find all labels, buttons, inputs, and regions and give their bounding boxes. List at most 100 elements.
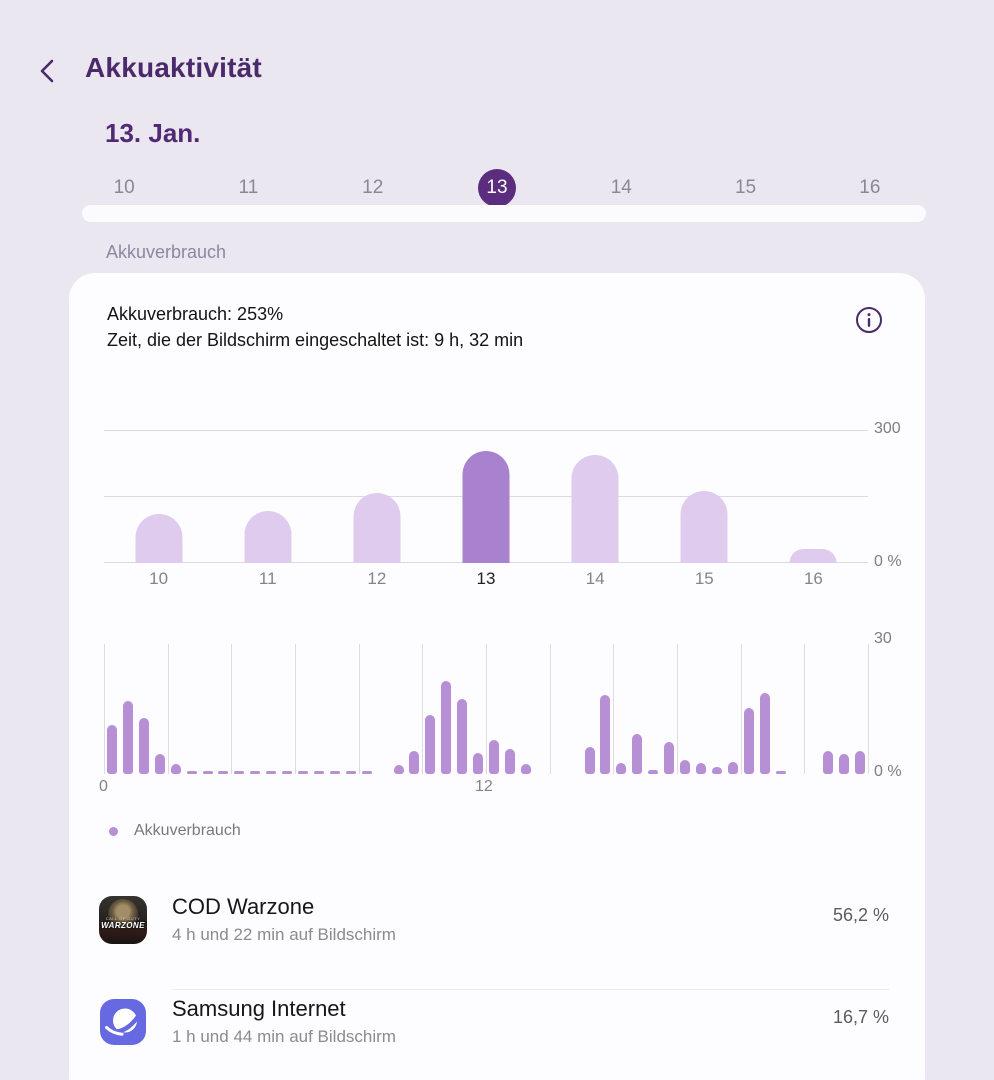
day-option-15[interactable]: 15 [734,177,757,198]
section-label: Akkuverbrauch [106,242,227,262]
day-cell: 14 [559,168,683,208]
hour-gridline-0 [104,644,105,774]
legend-label: Akkuverbrauch [134,822,241,839]
hour-bar [520,764,531,774]
hour-bar [759,693,770,774]
hour-bar [122,701,133,774]
app-screen-time: 1 h und 44 min auf Bildschirm [172,1027,396,1046]
hour-bar [282,771,292,774]
daily-xtick-11: 11 [258,569,277,588]
daily-bar-slot [104,430,213,563]
daily-bar-15[interactable] [680,491,728,563]
battery-usage-card: Akkuverbrauch: 253% Zeit, die der Bildsc… [69,273,925,1080]
selected-date-label: 13. Jan. [105,118,201,148]
day-option-14[interactable]: 14 [610,177,632,198]
chart-legend: Akkuverbrauch [109,822,241,840]
hour-bar [202,771,213,774]
hour-bar [584,747,595,774]
hour-bar [361,771,372,774]
app-header: Akkuaktivität [0,52,994,92]
hourly-xtick-12: 12 [475,778,493,795]
hour-gridline-12 [486,644,487,774]
day-option-13[interactable]: 13 [477,169,516,207]
gridline-300 [104,430,868,431]
hour-bar [313,771,324,774]
chevron-left-icon [40,59,54,82]
hour-bar [632,734,643,774]
daily-bar-10[interactable] [135,514,183,563]
hour-bar [839,754,850,774]
warzone-text: WARZONE [101,921,145,930]
daily-bar-slot [322,430,431,563]
daily-bar-13[interactable] [462,451,510,563]
daily-bar-16[interactable] [789,549,837,563]
day-cell: 15 [683,168,807,208]
warzone-subtext: CALL OF DUTY [105,916,141,921]
samsung-internet-glyph [100,999,146,1045]
date-carousel-track[interactable] [82,205,926,222]
hourly-ytick-min: 0 % [874,763,902,780]
app-usage-list: CALL OF DUTY WARZONE COD Warzone 4 h und 22… [69,888,925,1080]
day-cell: 16 [808,168,932,208]
samsung-internet-app-icon [99,998,147,1046]
hour-bar [648,770,659,774]
daily-bar-12[interactable] [353,493,401,563]
hour-bar [664,742,674,774]
hour-bar [266,771,277,774]
hour-bar [775,771,786,774]
app-row-1[interactable]: Samsung Internet 1 h und 44 min auf Bilds… [69,990,925,1080]
hour-bar [680,760,690,774]
day-selector: 10 11 12 13 14 15 16 [62,168,932,208]
daily-bar-slot [759,430,868,563]
app-row-0[interactable]: CALL OF DUTY WARZONE COD Warzone 4 h und 22… [69,888,925,990]
hourly-usage-chart [104,644,869,774]
daily-xtick-16: 16 [803,569,823,588]
daily-bar-14[interactable] [571,455,619,563]
daily-bar-slot [541,430,650,563]
hour-bar [504,749,515,774]
hour-gridline-6 [295,644,296,774]
hourly-xtick-0: 0 [99,778,108,795]
hour-bar [600,695,611,774]
hour-gridline-24 [868,644,869,774]
daily-xtick-13: 13 [476,569,496,588]
hour-bar [457,699,468,774]
hour-bar [234,771,245,774]
hour-bar [298,771,308,774]
day-cell: 10 [62,168,186,208]
daily-bar-slot [431,430,540,563]
hour-bar [393,765,404,774]
hourly-ytick-max: 30 [874,630,892,647]
hour-bar [170,764,181,774]
hour-bar [218,771,229,774]
divider [172,989,889,990]
daily-bar-slot [213,430,322,563]
info-button[interactable] [855,306,883,334]
hour-gridline-10 [422,644,423,774]
hour-gridline-8 [359,644,360,774]
day-option-16[interactable]: 16 [859,177,881,198]
hour-gridline-18 [677,644,678,774]
daily-usage-chart [104,430,868,563]
hour-gridline-14 [550,644,551,774]
daily-xtick-15: 15 [694,569,714,588]
hour-bar [711,767,722,774]
info-icon [856,307,882,333]
hour-gridline-16 [613,644,614,774]
hour-bar [441,681,452,774]
daily-bar-slot [650,430,759,563]
daily-bars [104,430,868,563]
warzone-art [108,899,138,930]
hour-bar [107,725,117,774]
hour-bar [616,763,627,774]
back-button[interactable] [30,54,66,90]
day-option-11[interactable]: 11 [238,177,259,198]
day-cell: 12 [311,168,435,208]
hour-bar [154,754,165,774]
hour-bar [695,763,706,774]
hour-bar [489,740,499,774]
day-cell: 11 [186,168,310,208]
day-option-12[interactable]: 12 [362,177,384,198]
day-option-10[interactable]: 10 [113,177,135,198]
daily-bar-11[interactable] [244,511,292,563]
